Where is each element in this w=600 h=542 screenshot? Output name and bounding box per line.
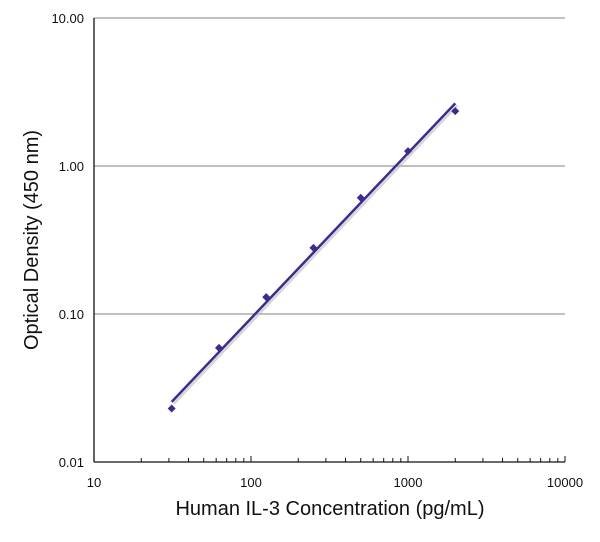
x-tick-label: 10000	[547, 475, 583, 490]
y-tick-label: 0.10	[59, 307, 84, 322]
fit-line	[170, 102, 457, 403]
y-axis-label: Optical Density (450 nm)	[21, 130, 43, 350]
x-tick-label: 10	[87, 475, 101, 490]
data-point	[404, 147, 412, 156]
tick-labels: 0.01 0.10 1.00 10.00 10 100 1000 10000	[51, 11, 583, 490]
x-tick-label: 1000	[394, 475, 423, 490]
data-point	[167, 404, 176, 413]
x-tick-label: 100	[240, 475, 262, 490]
gridlines	[94, 17, 565, 315]
y-tick-label: 1.00	[59, 159, 84, 174]
data-point	[451, 107, 460, 116]
data-point	[262, 293, 271, 302]
data-point	[356, 193, 365, 202]
data-marks	[167, 102, 460, 413]
axes	[93, 18, 566, 463]
fit-line-shadow	[172, 104, 459, 405]
y-tick-label: 0.01	[59, 455, 84, 470]
data-point	[214, 343, 223, 352]
y-tick-label: 10.00	[51, 11, 84, 26]
data-point	[309, 243, 318, 252]
x-axis-label: Human IL-3 Concentration (pg/mL)	[175, 498, 484, 520]
